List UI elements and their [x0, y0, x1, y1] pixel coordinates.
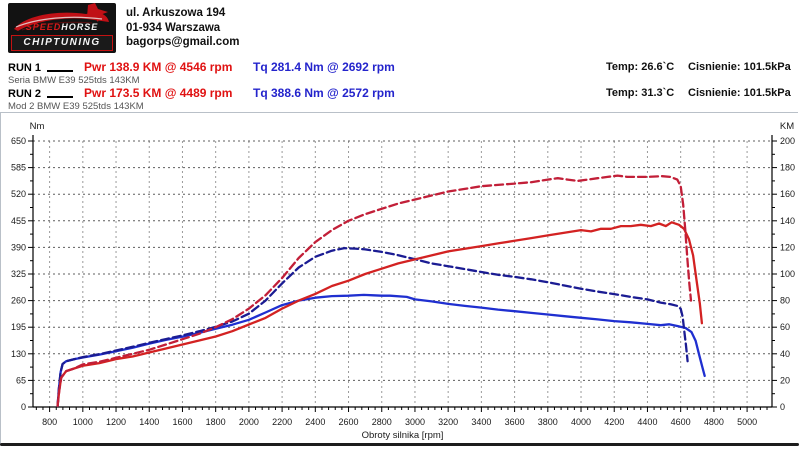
svg-text:KM: KM	[780, 121, 794, 132]
svg-text:2400: 2400	[305, 417, 325, 427]
svg-text:650: 650	[11, 136, 26, 146]
svg-text:4600: 4600	[671, 417, 691, 427]
bottom-divider	[0, 443, 799, 446]
svg-text:455: 455	[11, 216, 26, 226]
svg-text:80: 80	[780, 296, 790, 306]
svg-text:1000: 1000	[73, 417, 93, 427]
address-line: 01-934 Warszawa	[126, 21, 221, 34]
y-left-ticks	[28, 140, 33, 408]
run1-pressure: Cisnienie: 101.5kPa	[688, 61, 791, 73]
logo-speed-text: SPEED	[25, 22, 62, 32]
curve-run1-power	[56, 221, 704, 407]
curve-run1-torque	[56, 293, 706, 407]
run2-power-value: Pwr 173.5 KM @ 4489 rpm	[84, 86, 233, 100]
run2-description: Mod 2 BMW E39 525tds 143KM	[8, 101, 144, 112]
logo-horse-text: HORSE	[61, 22, 99, 32]
svg-text:3600: 3600	[505, 417, 525, 427]
x-tick-labels: 800 1000 1200 1400 1600 1800 2000 2200 2400 2600 2…	[42, 417, 757, 427]
run2-torque-value: Tq 388.6 Nm @ 2572 rpm	[253, 86, 395, 100]
curve-run2-power	[56, 174, 693, 407]
speedhorse-logo: SPEEDHORSE CHIPTUNING	[8, 3, 116, 53]
run1-description: Seria BMW E39 525tds 143KM	[8, 75, 140, 86]
svg-text:4000: 4000	[571, 417, 591, 427]
svg-text:2000: 2000	[239, 417, 259, 427]
svg-text:3200: 3200	[438, 417, 458, 427]
svg-text:4200: 4200	[604, 417, 624, 427]
run1-temperature: Temp: 26.6`C	[606, 61, 675, 73]
logo-car-horse-icon	[14, 3, 109, 31]
run1-label: RUN 1	[8, 62, 42, 74]
svg-text:65: 65	[16, 375, 26, 385]
run2-pressure: Cisnienie: 101.5kPa	[688, 87, 791, 99]
svg-text:120: 120	[780, 242, 795, 252]
svg-text:180: 180	[780, 163, 795, 173]
svg-text:520: 520	[11, 189, 26, 199]
svg-text:5000: 5000	[737, 417, 757, 427]
svg-text:800: 800	[42, 417, 57, 427]
svg-text:Obroty silnika [rpm]: Obroty silnika [rpm]	[362, 430, 444, 441]
y-left-tick-labels: 0 65 130 195 260 325 390 455 520 585 650	[11, 136, 26, 412]
svg-text:1800: 1800	[206, 417, 226, 427]
svg-text:585: 585	[11, 163, 26, 173]
run1-torque-value: Tq 281.4 Nm @ 2692 rpm	[253, 60, 395, 74]
curve-run2-torque	[56, 247, 689, 407]
svg-text:2600: 2600	[339, 417, 359, 427]
axis-captions: Nm KM Obroty silnika [rpm]	[30, 121, 795, 441]
svg-text:130: 130	[11, 349, 26, 359]
run1-line-sample	[47, 70, 73, 72]
run2-label: RUN 2	[8, 88, 42, 100]
svg-text:140: 140	[780, 216, 795, 226]
svg-text:40: 40	[780, 349, 790, 359]
chart-panel: 800 1000 1200 1400 1600 1800 2000 2200 2400 2600 2…	[0, 112, 798, 444]
svg-text:0: 0	[780, 402, 785, 412]
svg-text:1400: 1400	[139, 417, 159, 427]
y-right-tick-labels: 0 20 40 60 80 100 120 140 160 180 200	[780, 136, 795, 412]
address-block: ul. Arkuszowa 194 01-934 Warszawa bagorp…	[126, 6, 239, 50]
svg-text:3800: 3800	[538, 417, 558, 427]
svg-text:4800: 4800	[704, 417, 724, 427]
address-line: ul. Arkuszowa 194	[126, 7, 226, 19]
dyno-chart: 800 1000 1200 1400 1600 1800 2000 2200 2400 2600 2…	[11, 121, 795, 441]
run2-line-sample	[47, 96, 73, 98]
run1-power-value: Pwr 138.9 KM @ 4546 rpm	[84, 60, 233, 74]
svg-text:60: 60	[780, 322, 790, 332]
run2-temperature: Temp: 31.3`C	[606, 87, 675, 99]
svg-text:3400: 3400	[471, 417, 491, 427]
y-right-ticks	[772, 140, 777, 408]
vertical-gridlines	[49, 141, 748, 407]
svg-text:1600: 1600	[172, 417, 192, 427]
svg-text:2800: 2800	[372, 417, 392, 427]
svg-text:100: 100	[780, 269, 795, 279]
svg-text:160: 160	[780, 189, 795, 199]
svg-text:325: 325	[11, 269, 26, 279]
logo-chiptuning-text: CHIPTUNING	[11, 35, 113, 51]
logo-brand-text: SPEEDHORSE	[8, 22, 116, 32]
address-line: bagorps@gmail.com	[126, 36, 240, 48]
svg-text:195: 195	[11, 322, 26, 332]
svg-text:Nm: Nm	[30, 121, 45, 132]
svg-text:260: 260	[11, 296, 26, 306]
svg-text:3000: 3000	[405, 417, 425, 427]
svg-text:1200: 1200	[106, 417, 126, 427]
svg-text:200: 200	[780, 136, 795, 146]
svg-text:390: 390	[11, 242, 26, 252]
x-ticks	[35, 407, 768, 412]
svg-text:0: 0	[21, 402, 26, 412]
svg-text:20: 20	[780, 375, 790, 385]
svg-text:4400: 4400	[637, 417, 657, 427]
svg-text:2200: 2200	[272, 417, 292, 427]
